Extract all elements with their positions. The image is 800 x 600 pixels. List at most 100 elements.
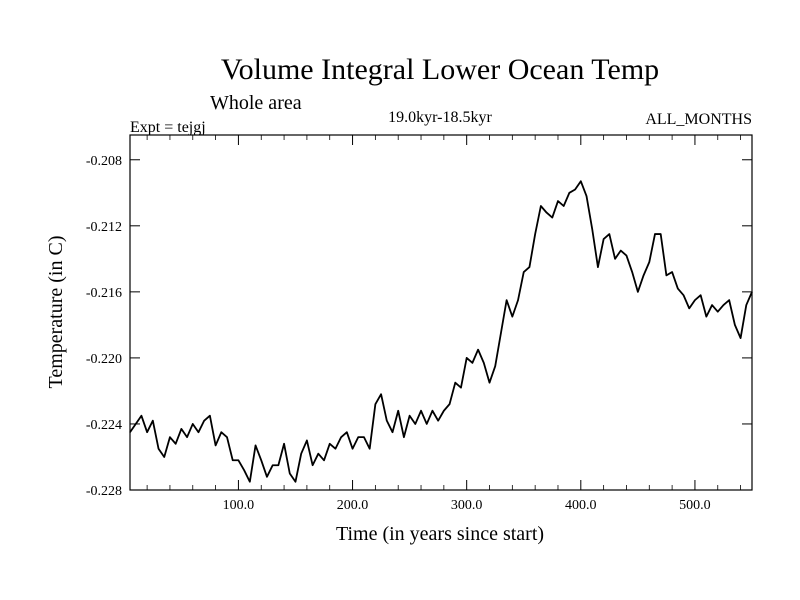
data-point [608,233,610,235]
months-label: ALL_MONTHS [645,111,752,128]
data-point [585,195,588,197]
data-point [551,216,553,219]
x-tick-label: 400.0 [565,498,597,513]
data-point [374,403,376,405]
data-point [414,423,416,425]
data-point [460,387,462,389]
data-point [568,192,570,194]
y-axis-title: Temperature (in C) [45,236,67,389]
data-point [186,436,188,438]
data-point [140,415,143,417]
data-point [506,299,508,301]
y-axis: -0.208 -0.212 -0.216 -0.220 -0.224 -0.228 [86,154,752,499]
data-point [232,459,234,461]
data-point [266,476,268,478]
data-point [197,431,200,433]
data-point [357,436,359,438]
data-point [631,271,633,273]
data-point [386,420,388,422]
data-point [722,304,725,306]
data-point [300,453,302,455]
data-point [192,423,194,425]
data-point [294,481,297,483]
data-point [448,403,451,405]
data-point [717,311,719,313]
data-point [540,205,542,207]
data-point [528,266,531,268]
data-point [431,410,434,412]
data-point [671,271,673,273]
period-label: 19.0kyr-18.5kyr [388,109,492,126]
data-point [323,459,325,461]
experiment-label: Expt = tejgj [130,119,206,136]
y-tick-label: -0.224 [86,418,122,433]
data-point [260,459,262,461]
data-point [175,443,177,445]
data-point [334,448,337,450]
x-tick-label: 200.0 [337,498,369,513]
data-point [471,362,473,364]
data-point [728,299,730,301]
data-point [682,294,685,296]
data-point [557,200,559,202]
data-point [620,249,622,252]
data-point [289,472,291,475]
data-point [665,274,668,276]
data-point [494,365,496,367]
data-point [409,415,411,417]
data-point [209,415,211,417]
data-point [351,448,354,450]
data-point [420,410,422,412]
x-tick-label: 500.0 [679,498,711,513]
data-point [454,382,456,384]
x-tick-label: 100.0 [223,498,255,513]
data-point [739,337,742,339]
data-point [237,459,240,461]
x-tick-label: 300.0 [451,498,483,513]
data-point [437,420,439,422]
data-point [340,436,342,438]
data-point [135,423,137,425]
data-point [363,436,365,438]
data-point [306,439,308,442]
data-point [329,443,331,445]
data-point [226,436,228,438]
data-point [220,431,222,433]
data-point [169,436,171,438]
data-point [614,258,616,260]
y-tick-label: -0.208 [86,154,122,169]
data-point [380,393,382,395]
data-point [477,349,479,351]
data-point [694,299,696,301]
chart-subtitle: Whole area [210,92,302,114]
data-point [500,332,502,334]
data-point [591,228,593,230]
data-point [283,443,285,445]
series-points [129,180,753,483]
temperature-series-line [129,180,753,483]
y-tick-label: -0.212 [86,220,122,235]
data-point [152,420,154,422]
data-point [277,464,279,466]
data-point [642,274,645,276]
y-tick-label: -0.216 [86,286,122,301]
data-point [312,464,314,466]
data-point [580,180,582,182]
data-point [677,287,679,290]
x-axis: 100.0 200.0 300.0 400.0 500.0 [146,135,741,513]
data-point [563,205,565,207]
data-point [705,316,707,318]
data-point [426,423,428,425]
data-point [157,448,160,450]
data-point [369,448,371,450]
data-point [711,304,713,306]
data-point [391,431,394,433]
data-point [443,410,445,412]
data-point [534,233,536,235]
data-point [346,431,348,433]
data-point [603,238,605,240]
data-point [745,304,747,306]
data-point [637,291,639,293]
data-point [272,464,274,466]
